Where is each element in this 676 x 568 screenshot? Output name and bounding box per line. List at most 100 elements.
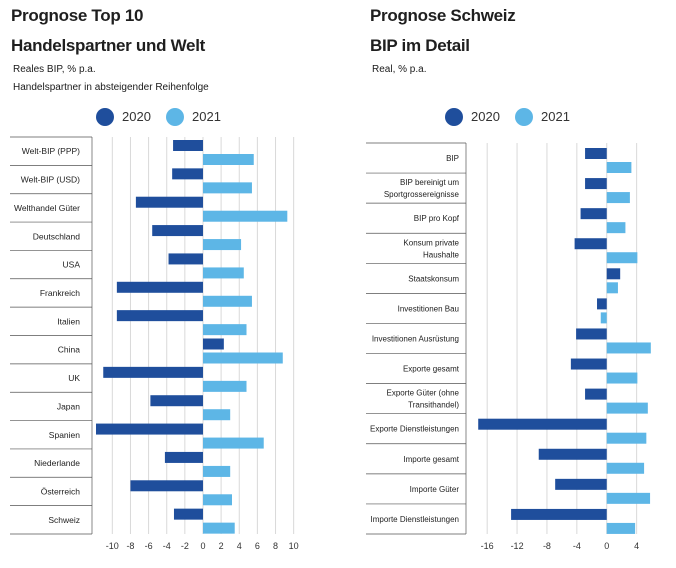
right-category-label: BIP (446, 154, 459, 163)
right-legend-2021-marker (515, 108, 533, 126)
left-bar-2021 (202, 324, 247, 336)
left-bar-2020 (116, 281, 203, 293)
right-xtick-label: -4 (573, 541, 581, 551)
right-category-label: Exporte gesamt (403, 365, 460, 374)
right-xtick-label: 0 (604, 541, 609, 551)
left-title-line2: Handelspartner und Welt (11, 36, 205, 55)
left-subtitle-unit: Reales BIP, % p.a. (13, 64, 96, 75)
left-xtick-label: 8 (273, 541, 278, 551)
left-bar-2021 (202, 239, 242, 251)
left-bar-2021 (202, 182, 252, 194)
right-title-line1: Prognose Schweiz (370, 6, 516, 25)
right-bar-2021 (606, 372, 638, 384)
right-bar-2021 (606, 492, 651, 504)
right-category-label: Exporte Güter (ohne Transithandel) (387, 389, 460, 410)
left-bar-2020 (135, 196, 203, 208)
left-bar-2021 (202, 494, 232, 506)
left-bar-2020 (173, 140, 203, 151)
right-bar-2020 (511, 508, 607, 520)
right-category-label-line: Transithandel) (408, 401, 459, 410)
right-category-label: Staatskonsum (408, 274, 459, 283)
left-category-label: China (58, 345, 80, 355)
left-xtick-label: -8 (126, 541, 134, 551)
right-category-label-line: Sportgrossereignisse (384, 190, 460, 199)
right-legend-2021-label: 2021 (541, 109, 570, 124)
left-bar-2020 (172, 168, 203, 180)
left-title-line1: Prognose Top 10 (11, 6, 144, 25)
left-xtick-label: -6 (145, 541, 153, 551)
right-bar-2020 (576, 328, 607, 340)
left-bar-2020 (96, 423, 203, 435)
right-bar-2021 (606, 462, 645, 474)
right-bar-2020 (597, 298, 607, 310)
left-category-label: Schweiz (48, 515, 80, 525)
left-bar-2021 (202, 465, 231, 477)
left-bar-2021 (202, 154, 254, 165)
right-bar-2021 (606, 402, 648, 414)
left-bar-2020 (150, 395, 203, 407)
right-bar-2020 (580, 208, 607, 220)
right-category-label-line: BIP bereinigt um (400, 178, 459, 187)
right-category-label: Importe Dienstleistungen (371, 515, 460, 524)
right-bar-2021 (606, 282, 618, 294)
right-bar-2021 (606, 192, 630, 204)
right-category-label-line: Konsum private (403, 238, 459, 247)
right-bar-2020 (538, 448, 607, 460)
right-legend-2020-label: 2020 (471, 109, 500, 124)
right-category-label: Konsum private Haushalte (403, 238, 459, 259)
right-category-label: Importe Güter (410, 485, 460, 494)
right-category-label: Exporte Dienstleistungen (370, 425, 459, 434)
left-legend-2020-marker (96, 108, 114, 126)
left-category-label: Welt-BIP (USD) (21, 175, 80, 185)
right-xtick-label: -8 (543, 541, 551, 551)
left-bar-2020 (152, 225, 203, 237)
right-bar-2021 (606, 162, 632, 173)
left-bar-2020 (116, 310, 203, 322)
left-xtick-label: 0 (200, 541, 205, 551)
right-bar-2021 (606, 522, 636, 534)
left-xtick-label: -10 (106, 541, 119, 551)
left-bar-2021 (202, 437, 264, 449)
left-bar-2021 (202, 267, 244, 279)
left-bar-2020 (168, 253, 203, 265)
left-xtick-label: -4 (163, 541, 171, 551)
left-xtick-label: 4 (237, 541, 242, 551)
left-category-label: Österreich (41, 486, 80, 496)
right-category-label: BIP pro Kopf (414, 214, 460, 223)
left-category-label: Japan (57, 401, 80, 411)
left-category-label: Spanien (49, 430, 80, 440)
left-bar-2021 (202, 380, 247, 392)
left-category-label: USA (63, 260, 81, 270)
left-bar-2020 (173, 508, 203, 520)
left-legend-2021-label: 2021 (192, 109, 221, 124)
left-legend-2020-label: 2020 (122, 109, 151, 124)
right-bar-2020 (570, 358, 607, 370)
right-bar-2021 (606, 222, 626, 234)
left-category-label: Deutschland (33, 231, 81, 241)
right-legend-2020-marker (445, 108, 463, 126)
left-category-label: Niederlande (34, 458, 80, 468)
left-category-label: Frankreich (40, 288, 80, 298)
left-category-label: Welthandel Güter (14, 203, 80, 213)
left-xtick-label: 6 (255, 541, 260, 551)
right-category-label: BIP bereinigt um Sportgrossereignisse (384, 178, 460, 199)
right-bar-2020 (585, 148, 607, 159)
right-bar-2020 (585, 388, 607, 400)
right-category-label-line: Haushalte (423, 250, 460, 259)
right-bar-2020 (585, 178, 607, 190)
right-xtick-label: -16 (481, 541, 494, 551)
left-bar-2021 (202, 295, 252, 307)
left-category-label: UK (68, 373, 80, 383)
left-bar-2020 (130, 480, 203, 492)
right-category-label: Investitionen Ausrüstung (372, 335, 459, 344)
right-xtick-label: 4 (634, 541, 639, 551)
right-title-line2: BIP im Detail (370, 36, 470, 55)
left-subtitle-order: Handelspartner in absteigender Reihenfol… (13, 82, 209, 93)
right-bar-2021 (600, 312, 607, 324)
right-bar-2021 (606, 342, 651, 354)
right-category-label-line: Exporte Güter (ohne (387, 389, 460, 398)
left-bar-2020 (164, 451, 203, 463)
right-bar-2020 (478, 418, 607, 430)
right-bar-2020 (606, 268, 621, 280)
